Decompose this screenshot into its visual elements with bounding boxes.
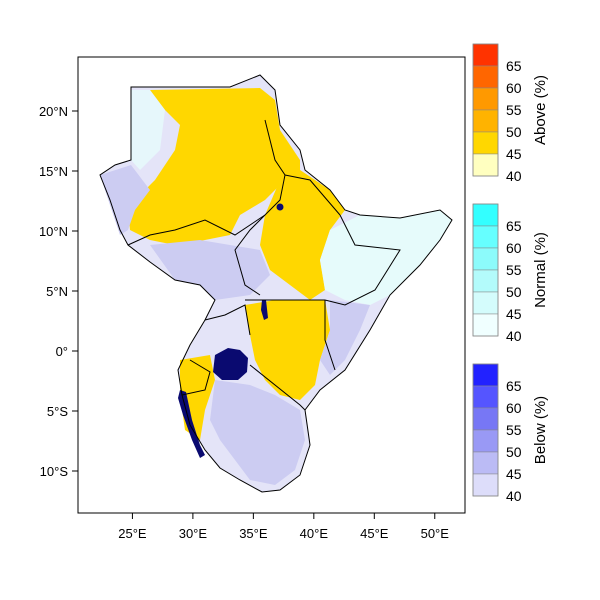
legend-swatch <box>472 451 499 475</box>
lake-victoria <box>213 348 248 380</box>
legend-label: 45 <box>506 306 522 322</box>
lake-tana <box>276 203 284 211</box>
legend-swatch <box>472 473 499 497</box>
legend-label: 60 <box>506 80 522 96</box>
legend-frame <box>472 203 499 337</box>
lat-tick-label: 15°N <box>39 164 68 179</box>
legend-frame <box>472 43 499 177</box>
legend-label: 50 <box>506 124 522 140</box>
legend-swatch <box>472 269 499 293</box>
region-north-below <box>100 165 150 235</box>
legend-label: 45 <box>506 466 522 482</box>
border-kenya-tanzania <box>249 364 306 411</box>
legend-label: 65 <box>506 218 522 234</box>
legend-label: 65 <box>506 58 522 74</box>
latitude-axis: 20°N 15°N 10°N 5°N 0° 5°S 10°S <box>39 104 78 479</box>
country-borders <box>99 74 453 493</box>
lon-tick-label: 50°E <box>421 526 450 541</box>
lon-tick-label: 40°E <box>300 526 329 541</box>
legend-swatch <box>472 363 499 387</box>
longitude-axis: 25°E 30°E 35°E 40°E 45°E 50°E <box>118 513 449 541</box>
legend-label: 55 <box>506 262 522 278</box>
legend-below: 65 60 55 50 45 40 Below (%) <box>472 363 549 504</box>
border-kenya-somalia <box>324 300 336 371</box>
lat-tick-label: 10°S <box>40 464 69 479</box>
legend-swatch <box>472 313 499 337</box>
legend-label: 40 <box>506 488 522 504</box>
legend-label: 65 <box>506 378 522 394</box>
region-above-north <box>128 88 300 245</box>
legend-swatch <box>472 87 499 111</box>
region-fills <box>100 75 452 492</box>
border-somalia <box>324 214 401 306</box>
legend-swatch <box>472 225 499 249</box>
lat-tick-label: 0° <box>56 344 68 359</box>
legend-label: 55 <box>506 422 522 438</box>
legend-label: 55 <box>506 102 522 118</box>
legend-swatch <box>472 203 499 227</box>
border-eritrea <box>284 174 341 216</box>
border-uganda-west <box>204 304 251 336</box>
legend-label: 60 <box>506 240 522 256</box>
border-sudan-south <box>127 214 266 246</box>
legend-label: 40 <box>506 168 522 184</box>
lat-tick-label: 10°N <box>39 224 68 239</box>
region-above-ethiopia <box>260 170 345 300</box>
legend-title: Normal (%) <box>532 232 549 308</box>
lon-tick-label: 35°E <box>239 526 268 541</box>
legend-swatch <box>472 385 499 409</box>
region-below-coast <box>320 300 370 375</box>
legend-swatch <box>472 109 499 133</box>
legend-frame <box>472 363 499 497</box>
legend-label: 40 <box>506 328 522 344</box>
legend-label: 50 <box>506 284 522 300</box>
legend-swatch <box>472 291 499 315</box>
outer-border <box>99 74 453 493</box>
legend-swatch <box>472 131 499 155</box>
legend-swatch <box>472 247 499 271</box>
region-north-pale <box>131 90 165 170</box>
lake-turkana <box>261 300 268 320</box>
region-below-central <box>150 240 270 300</box>
legends: 65 60 55 50 45 40 Above (%) 65 60 55 50 45 40 Normal … <box>472 43 549 504</box>
lon-tick-label: 45°E <box>360 526 389 541</box>
border-rwanda-burundi <box>181 359 211 396</box>
legend-label: 45 <box>506 146 522 162</box>
legend-label: 50 <box>506 444 522 460</box>
region-normal-east <box>320 210 452 305</box>
legend-swatch <box>472 153 499 177</box>
lon-tick-label: 25°E <box>118 526 147 541</box>
legend-swatch <box>472 429 499 453</box>
lat-tick-label: 5°N <box>46 284 68 299</box>
legend-title: Below (%) <box>532 396 549 464</box>
legend-swatch <box>472 65 499 89</box>
lat-tick-label: 20°N <box>39 104 68 119</box>
legend-label: 60 <box>506 400 522 416</box>
legend-above: 65 60 55 50 45 40 Above (%) <box>472 43 549 184</box>
region-below-tanzania <box>210 380 305 485</box>
region-above-south <box>245 300 330 400</box>
lat-tick-label: 5°S <box>47 404 68 419</box>
legend-title: Above (%) <box>532 75 549 145</box>
lon-tick-label: 30°E <box>179 526 208 541</box>
legend-swatch <box>472 43 499 67</box>
legend-swatch <box>472 407 499 431</box>
legend-normal: 65 60 55 50 45 40 Normal (%) <box>472 203 549 344</box>
